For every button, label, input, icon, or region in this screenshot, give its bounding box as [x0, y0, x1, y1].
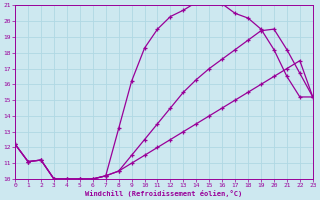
- X-axis label: Windchill (Refroidissement éolien,°C): Windchill (Refroidissement éolien,°C): [85, 190, 243, 197]
